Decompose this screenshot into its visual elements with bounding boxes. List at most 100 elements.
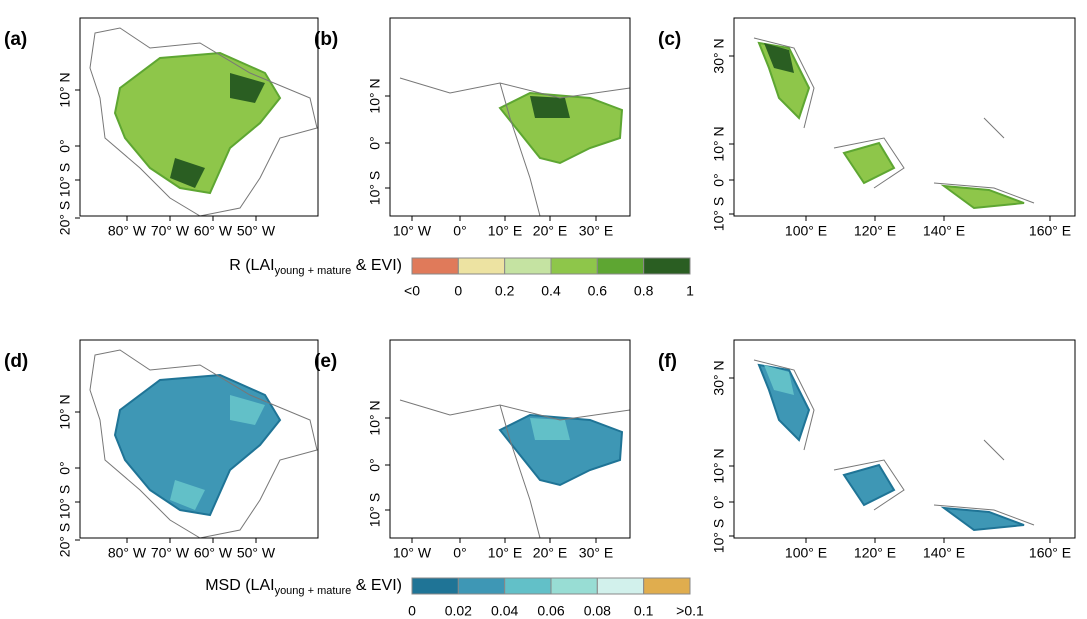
map-frame (389, 17, 631, 217)
colorbar-label: 0.2 (495, 283, 515, 299)
x-tick-label: 10° W (393, 223, 432, 239)
colorbar-label: 0.8 (634, 283, 654, 299)
y-tick-label: 10° S (367, 493, 383, 527)
vegetation-core (530, 418, 570, 440)
y-tick-label: 20° S (57, 201, 73, 235)
map-frame (733, 339, 1076, 539)
colorbar-swatch (550, 257, 598, 275)
y-tick-label: 10° N (57, 394, 73, 429)
x-tick-label: 0° (453, 545, 466, 561)
y-tick-label: 30° N (711, 38, 727, 73)
map-panel (79, 339, 319, 539)
x-tick-label: 60° W (194, 223, 233, 239)
map-panel (79, 17, 319, 217)
x-tick-label: 120° E (854, 223, 896, 239)
vegetation-core (170, 395, 265, 510)
colorbar-swatch (411, 257, 459, 275)
y-tick-label: 0° (711, 495, 727, 508)
x-tick-label: 100° E (785, 545, 827, 561)
x-tick-label: 0° (453, 223, 466, 239)
colorbar-label: 0.08 (584, 603, 611, 619)
x-tick-label: 10° E (488, 223, 522, 239)
coastline (399, 77, 631, 217)
colorbar-swatch (504, 577, 552, 595)
colorbar-label: 0 (454, 283, 462, 299)
x-tick-label: 50° W (237, 545, 276, 561)
x-tick-label: 80° W (108, 545, 147, 561)
title-text: & EVI) (351, 577, 402, 594)
y-tick-label: 0° (57, 461, 73, 474)
y-tick-label: 10° S (57, 163, 73, 197)
y-tick-label: 10° S (711, 519, 727, 553)
colorbar-label: <0 (404, 283, 420, 299)
x-tick-label: 100° E (785, 223, 827, 239)
y-tick-label: 10° S (711, 197, 727, 231)
y-tick-label: 0° (367, 458, 383, 471)
y-tick-label: 0° (367, 136, 383, 149)
x-tick-label: 10° W (393, 545, 432, 561)
colorbar-swatch (596, 257, 645, 275)
vegetation-core (170, 73, 265, 188)
map-frame (79, 339, 319, 539)
map-frame (79, 17, 319, 217)
panel-label: (f) (658, 351, 677, 372)
x-tick-label: 70° W (151, 223, 190, 239)
y-tick-label: 10° S (367, 171, 383, 205)
title-subscript: young + mature (275, 265, 352, 277)
x-tick-label: 10° E (488, 545, 522, 561)
map-frame (389, 339, 631, 539)
x-tick-label: 140° E (923, 545, 965, 561)
colorbar-swatch (550, 577, 598, 595)
x-tick-label: 140° E (923, 223, 965, 239)
panel-label: (c) (658, 29, 681, 50)
y-tick-label: 10° S (57, 485, 73, 519)
colorbar-label: 0.6 (588, 283, 608, 299)
y-tick-label: 30° N (711, 360, 727, 395)
colorbar-title: MSD (LAIyoung + mature & EVI) (205, 577, 402, 597)
panel-label: (a) (4, 29, 27, 50)
coastline (399, 399, 631, 539)
map-panel (389, 17, 631, 217)
colorbar-swatch (457, 577, 506, 595)
coastline (753, 37, 1035, 204)
x-tick-label: 50° W (237, 223, 276, 239)
x-tick-label: 70° W (151, 545, 190, 561)
map-panel (733, 17, 1076, 217)
x-tick-label: 80° W (108, 223, 147, 239)
colorbar-swatch (504, 257, 552, 275)
x-tick-label: 30° E (579, 223, 613, 239)
colorbar-label: 0.4 (541, 283, 561, 299)
colorbar-swatch (596, 577, 645, 595)
coastline (89, 27, 318, 217)
title-text: & EVI) (351, 257, 402, 274)
title-subscript: young + mature (275, 585, 352, 597)
colorbar-title: R (LAIyoung + mature & EVI) (229, 257, 402, 277)
y-tick-label: 10° N (367, 400, 383, 435)
map-panel (733, 339, 1076, 539)
colorbar-label: 1 (686, 283, 694, 299)
colorbar-label: 0.06 (537, 603, 564, 619)
coastline (89, 349, 318, 539)
colorbar-swatch (411, 577, 459, 595)
panel-label: (b) (314, 29, 338, 50)
x-tick-label: 160° E (1029, 545, 1071, 561)
x-tick-label: 30° E (579, 545, 613, 561)
vegetation-core (530, 96, 570, 118)
coastline (753, 359, 1035, 526)
y-tick-label: 0° (57, 139, 73, 152)
y-tick-label: 0° (711, 173, 727, 186)
y-tick-label: 20° S (57, 523, 73, 557)
x-tick-label: 60° W (194, 545, 233, 561)
vegetation-core (764, 43, 794, 73)
x-tick-label: 20° E (533, 545, 567, 561)
colorbar-label: 0.04 (491, 603, 518, 619)
colorbar-swatch (643, 577, 691, 595)
vegetation-area (498, 413, 624, 487)
map-panel (389, 339, 631, 539)
title-text: R (LAI (229, 257, 274, 274)
y-tick-label: 10° N (711, 126, 727, 161)
colorbar-label: >0.1 (676, 603, 704, 619)
x-tick-label: 160° E (1029, 223, 1071, 239)
colorbar-swatch (457, 257, 506, 275)
